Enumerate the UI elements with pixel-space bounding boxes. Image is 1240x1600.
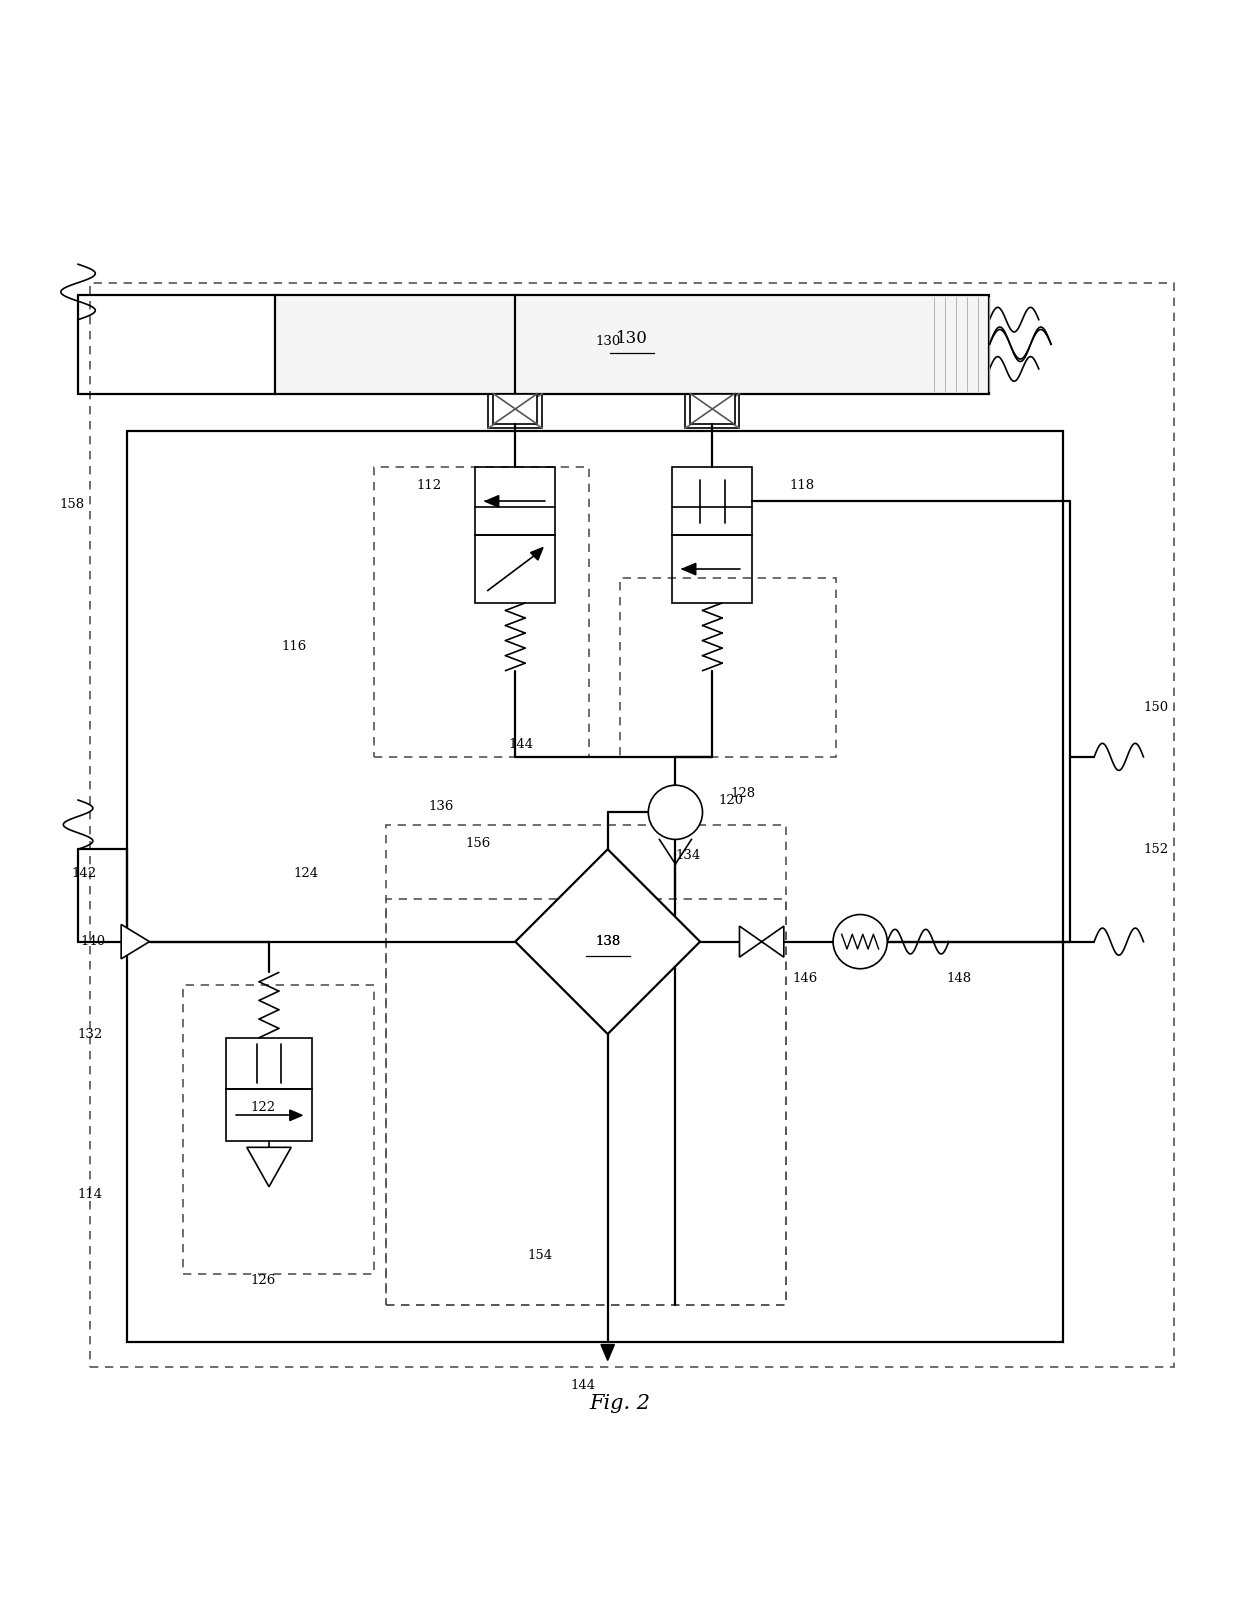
Text: Fig. 2: Fig. 2 xyxy=(589,1394,651,1413)
Polygon shape xyxy=(290,1110,303,1120)
Polygon shape xyxy=(485,496,498,507)
Text: 130: 130 xyxy=(616,330,649,347)
Text: 148: 148 xyxy=(946,973,971,986)
Bar xyxy=(386,899,786,1306)
Bar xyxy=(672,467,753,534)
Text: 138: 138 xyxy=(595,934,620,949)
Text: 156: 156 xyxy=(466,837,491,850)
Bar xyxy=(275,294,990,394)
Polygon shape xyxy=(682,563,696,574)
Circle shape xyxy=(649,786,703,840)
Bar xyxy=(691,394,734,424)
Polygon shape xyxy=(516,850,701,1034)
Text: 146: 146 xyxy=(792,973,817,986)
Text: 132: 132 xyxy=(78,1027,103,1040)
Bar xyxy=(386,824,786,1306)
Text: 128: 128 xyxy=(730,787,755,800)
Text: 120: 120 xyxy=(718,794,744,806)
Circle shape xyxy=(833,915,888,968)
Bar xyxy=(494,394,537,424)
Text: 118: 118 xyxy=(790,480,815,493)
Bar xyxy=(620,578,836,757)
Polygon shape xyxy=(531,547,543,560)
Text: 138: 138 xyxy=(595,934,620,949)
Text: 144: 144 xyxy=(508,738,534,750)
Text: 130: 130 xyxy=(595,336,620,349)
Bar xyxy=(128,430,1064,1342)
Bar xyxy=(373,467,589,757)
Text: 116: 116 xyxy=(281,640,306,653)
Text: 158: 158 xyxy=(60,498,84,510)
Polygon shape xyxy=(739,926,761,957)
Text: 126: 126 xyxy=(250,1274,275,1286)
Polygon shape xyxy=(601,1344,614,1360)
Text: 142: 142 xyxy=(72,867,97,880)
Text: 154: 154 xyxy=(527,1250,553,1262)
Bar xyxy=(475,467,556,534)
Polygon shape xyxy=(122,925,150,958)
Text: 140: 140 xyxy=(81,934,105,949)
Text: 112: 112 xyxy=(417,480,441,493)
Bar xyxy=(91,283,1174,1366)
Bar xyxy=(226,1090,312,1141)
Bar xyxy=(489,394,542,429)
Bar xyxy=(475,534,556,603)
Text: 150: 150 xyxy=(1143,701,1168,714)
Bar xyxy=(226,1038,312,1090)
Polygon shape xyxy=(761,926,784,957)
Text: 144: 144 xyxy=(570,1379,595,1392)
Text: 114: 114 xyxy=(78,1187,103,1200)
Text: 134: 134 xyxy=(675,850,701,862)
Bar xyxy=(182,984,373,1274)
Bar xyxy=(686,394,739,429)
Text: 124: 124 xyxy=(294,867,319,880)
Polygon shape xyxy=(247,1147,291,1187)
Bar xyxy=(672,534,753,603)
Text: 136: 136 xyxy=(429,800,454,813)
Text: 152: 152 xyxy=(1143,843,1168,856)
Text: 122: 122 xyxy=(250,1101,275,1115)
